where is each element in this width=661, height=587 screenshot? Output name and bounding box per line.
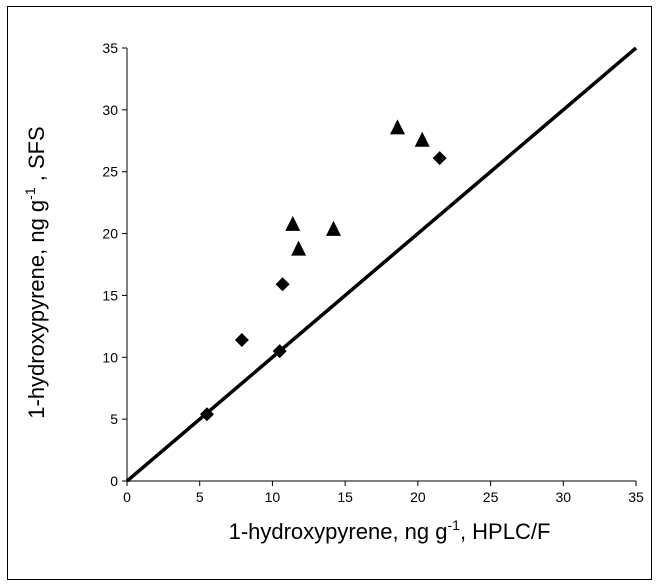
y-axis-label-superscript: -1: [22, 187, 38, 200]
x-axis-label: 1-hydroxypyrene, ng g-1, HPLC/F: [229, 517, 551, 544]
data-marks: [199, 119, 447, 422]
plot-area: 0 5 10 15 20 25 30 35 0 5 10 15 20 25 30 35: [102, 40, 644, 505]
y-tick-label: 30: [102, 102, 118, 118]
reference-line: [125, 46, 638, 483]
x-tick-label: 30: [555, 489, 571, 505]
diamond-point: [432, 151, 447, 166]
y-axis-label-text: 1-hydroxypyrene, ng g: [24, 200, 49, 419]
x-axis-label-superscript: -1: [447, 517, 460, 533]
x-ticks: 0 5 10 15 20 25 30 35: [123, 481, 644, 505]
x-tick-label: 15: [337, 489, 353, 505]
triangle-point: [389, 119, 405, 135]
y-axis-label-suffix: , SFS: [24, 126, 49, 187]
x-axis-label-text: 1-hydroxypyrene, ng g: [229, 519, 448, 544]
y-tick-label: 0: [110, 473, 118, 489]
x-tick-label: 5: [196, 489, 204, 505]
diamond-point: [272, 344, 287, 359]
x-tick-label: 10: [265, 489, 281, 505]
x-tick-label: 25: [483, 489, 499, 505]
x-axis-label-suffix: , HPLC/F: [460, 519, 550, 544]
y-tick-label: 35: [102, 40, 118, 56]
y-tick-label: 15: [102, 287, 118, 303]
triangle-point: [291, 240, 307, 256]
y-tick-label: 10: [102, 349, 118, 365]
triangle-point: [326, 220, 342, 236]
x-tick-label: 35: [628, 489, 644, 505]
chart-frame: [7, 6, 652, 580]
x-tick-label: 20: [410, 489, 426, 505]
diamond-point: [199, 407, 214, 422]
triangle-point: [414, 131, 430, 147]
diamond-point: [275, 277, 290, 292]
y-tick-label: 20: [102, 226, 118, 242]
triangle-point: [285, 215, 301, 231]
y-ticks: 0 5 10 15 20 25 30 35: [102, 40, 127, 489]
y-tick-label: 25: [102, 164, 118, 180]
diamond-point: [234, 332, 249, 347]
y-tick-label: 5: [110, 411, 118, 427]
x-tick-label: 0: [123, 489, 131, 505]
y-axis-label: 1-hydroxypyrene, ng g-1 , SFS: [22, 126, 49, 418]
